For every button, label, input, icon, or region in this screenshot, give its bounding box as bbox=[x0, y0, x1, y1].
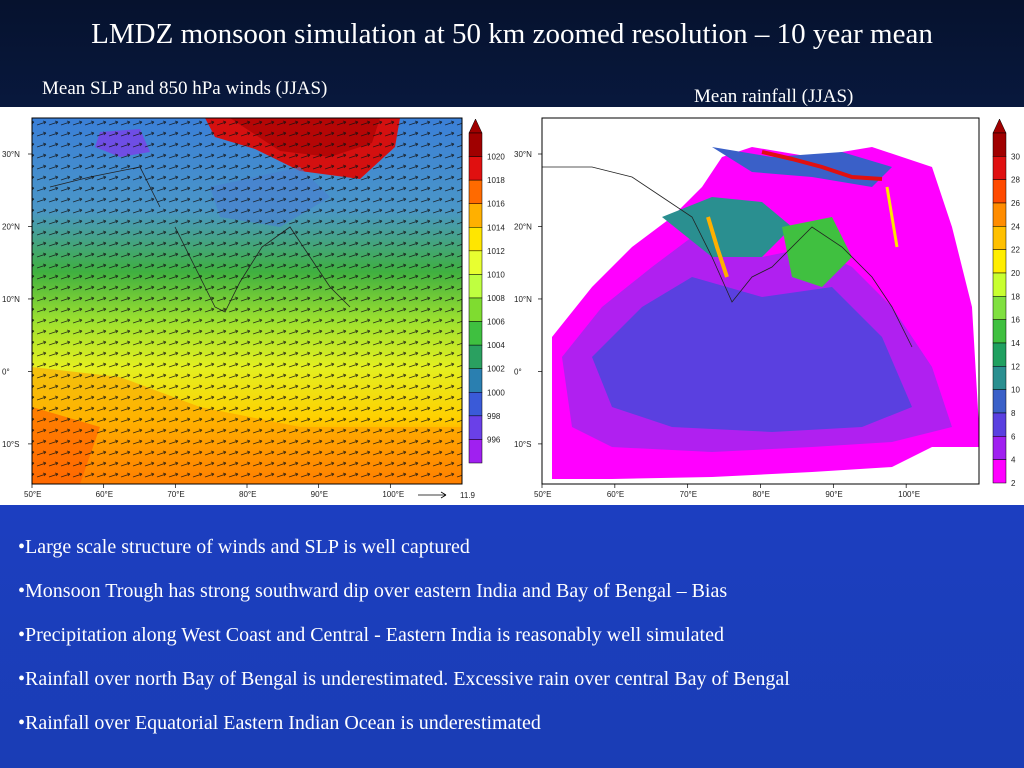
slp-colorbar: 1020 1018 1016 1014 1012 1010 1008 1006 1004 1002… bbox=[468, 118, 505, 464]
rain-colorbar-label: 28 bbox=[1011, 176, 1020, 185]
rain-colorbar-swatch bbox=[992, 412, 1007, 437]
slp-colorbar-swatch bbox=[468, 250, 483, 275]
rain-lat-label: 10°S bbox=[514, 440, 531, 449]
rain-colorbar-label: 8 bbox=[1011, 409, 1016, 418]
slp-colorbar-swatch bbox=[468, 392, 483, 417]
rain-colorbar-swatch bbox=[992, 132, 1007, 157]
slp-lat-label: 10°S bbox=[2, 440, 19, 449]
slp-lon-label: 50°E bbox=[24, 490, 41, 499]
slp-lon-label: 100°E bbox=[382, 490, 404, 499]
slp-wind-map: 1020 1018 1016 1014 1012 1010 1008 1006 1004 1002… bbox=[0, 107, 512, 505]
slp-lon-label: 70°E bbox=[167, 490, 184, 499]
slp-colorbar-top-arrow bbox=[468, 118, 483, 134]
rain-colorbar-label: 6 bbox=[1011, 432, 1016, 441]
rain-lon-label: 70°E bbox=[680, 490, 697, 499]
rain-colorbar-label: 10 bbox=[1011, 386, 1020, 395]
rain-colorbar-label: 12 bbox=[1011, 362, 1020, 371]
slp-colorbar-swatch bbox=[468, 203, 483, 228]
rain-colorbar-swatch bbox=[992, 272, 1007, 297]
rain-colorbar-label: 14 bbox=[1011, 339, 1020, 348]
slp-colorbar-swatch bbox=[468, 179, 483, 204]
slp-colorbar-swatch bbox=[468, 227, 483, 252]
slp-lon-label: 60°E bbox=[96, 490, 113, 499]
rain-colorbar-swatch bbox=[992, 459, 1007, 484]
rain-colorbar-label: 30 bbox=[1011, 152, 1020, 161]
slp-colorbar-label: 1018 bbox=[487, 176, 505, 185]
bullet-2: •Monsoon Trough has strong southward dip… bbox=[18, 580, 728, 602]
rain-colorbar-swatch bbox=[992, 342, 1007, 367]
findings-panel: •Large scale structure of winds and SLP … bbox=[0, 505, 1024, 768]
slp-colorbar-swatch bbox=[468, 415, 483, 440]
slp-colorbar-swatch bbox=[468, 132, 483, 157]
left-panel-subtitle: Mean SLP and 850 hPa winds (JJAS) bbox=[42, 78, 328, 99]
slp-colorbar-swatch bbox=[468, 156, 483, 181]
slp-wind-map-svg: 1020 1018 1016 1014 1012 1010 1008 1006 1004 1002… bbox=[2, 117, 505, 500]
bullet-5: •Rainfall over Equatorial Eastern Indian… bbox=[18, 712, 541, 734]
slp-colorbar-label: 1010 bbox=[487, 270, 505, 279]
rain-colorbar-swatch bbox=[992, 226, 1007, 250]
slp-colorbar-swatch bbox=[468, 321, 483, 346]
vector-reference-label: 11.9 bbox=[460, 491, 476, 500]
vector-reference-arrow bbox=[418, 491, 447, 499]
rain-colorbar-label: 4 bbox=[1011, 456, 1016, 465]
rainfall-colorbar: 30 28 26 24 22 20 18 16 14 12 10 8 6 4 2 bbox=[992, 118, 1020, 488]
bullet-3: •Precipitation along West Coast and Cent… bbox=[18, 624, 724, 646]
rain-colorbar-top-arrow bbox=[992, 118, 1007, 134]
slp-colorbar-label: 1014 bbox=[487, 223, 505, 232]
slide-title: LMDZ monsoon simulation at 50 km zoomed … bbox=[91, 18, 933, 50]
rain-colorbar-label: 16 bbox=[1011, 316, 1020, 325]
rain-colorbar-label: 22 bbox=[1011, 246, 1020, 255]
rain-colorbar-swatch bbox=[992, 389, 1007, 414]
slp-colorbar-label: 1020 bbox=[487, 153, 505, 162]
slp-colorbar-label: 1002 bbox=[487, 365, 505, 374]
rain-colorbar-label: 2 bbox=[1011, 479, 1016, 488]
rainfall-map: 30 28 26 24 22 20 18 16 14 12 10 8 6 4 2 30°N 20°N 10°N 0… bbox=[512, 107, 1024, 505]
rain-colorbar-swatch bbox=[992, 319, 1007, 344]
rain-colorbar-label: 24 bbox=[1011, 222, 1020, 231]
slp-colorbar-swatch bbox=[468, 439, 483, 464]
rain-lon-label: 100°E bbox=[898, 490, 920, 499]
rain-lon-label: 90°E bbox=[825, 490, 842, 499]
rain-colorbar-swatch bbox=[992, 156, 1007, 180]
slp-colorbar-label: 1000 bbox=[487, 388, 505, 397]
slp-colorbar-swatch bbox=[468, 274, 483, 299]
rain-colorbar-swatch bbox=[992, 436, 1007, 460]
rain-lon-label: 60°E bbox=[607, 490, 624, 499]
slp-colorbar-label: 998 bbox=[487, 412, 501, 421]
slp-colorbar-swatch bbox=[468, 368, 483, 393]
rain-colorbar-label: 26 bbox=[1011, 199, 1020, 208]
rain-colorbar-swatch bbox=[992, 296, 1007, 320]
bullet-4: •Rainfall over north Bay of Bengal is un… bbox=[18, 668, 790, 690]
slp-colorbar-label: 1016 bbox=[487, 200, 505, 209]
rain-lon-label: 80°E bbox=[753, 490, 770, 499]
slp-colorbar-label: 1008 bbox=[487, 294, 505, 303]
rain-colorbar-label: 18 bbox=[1011, 292, 1020, 301]
slp-lon-label: 80°E bbox=[239, 490, 256, 499]
rain-lat-label: 30°N bbox=[514, 150, 532, 159]
slp-lon-label: 90°E bbox=[311, 490, 328, 499]
slp-colorbar-label: 996 bbox=[487, 435, 501, 444]
rain-colorbar-swatch bbox=[992, 249, 1007, 274]
slp-lat-label: 0° bbox=[2, 367, 10, 376]
right-panel-subtitle: Mean rainfall (JJAS) bbox=[694, 86, 854, 107]
rainfall-map-svg: 30 28 26 24 22 20 18 16 14 12 10 8 6 4 2 30°N 20°N 10°N 0… bbox=[514, 117, 1020, 499]
rain-lat-label: 0° bbox=[514, 367, 522, 376]
slp-colorbar-swatch bbox=[468, 297, 483, 322]
rain-colorbar-label: 20 bbox=[1011, 269, 1020, 278]
slp-colorbar-label: 1012 bbox=[487, 247, 505, 256]
rain-lat-label: 20°N bbox=[514, 222, 532, 231]
rain-colorbar-swatch bbox=[992, 179, 1007, 204]
rain-colorbar-swatch bbox=[992, 202, 1007, 227]
rain-lat-label: 10°N bbox=[514, 295, 532, 304]
slp-lat-label: 20°N bbox=[2, 222, 20, 231]
bullet-1: •Large scale structure of winds and SLP … bbox=[18, 536, 470, 558]
slp-lat-label: 30°N bbox=[2, 150, 20, 159]
slp-colorbar-swatch bbox=[468, 344, 483, 369]
slp-colorbar-label: 1006 bbox=[487, 318, 505, 327]
slp-colorbar-label: 1004 bbox=[487, 341, 505, 350]
rain-colorbar-swatch bbox=[992, 366, 1007, 390]
slp-lat-label: 10°N bbox=[2, 295, 20, 304]
rain-lon-label: 50°E bbox=[534, 490, 551, 499]
